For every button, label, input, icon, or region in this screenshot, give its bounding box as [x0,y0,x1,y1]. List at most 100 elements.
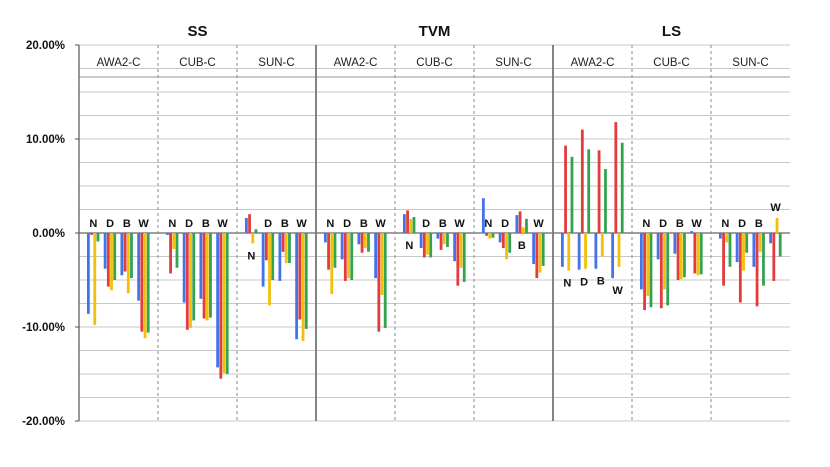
bar-variant-label: N [168,218,176,230]
bar [604,169,607,233]
bar [248,214,251,233]
bar [281,233,285,252]
bar [693,233,697,274]
bar [209,233,212,318]
bar [377,233,381,332]
bar [485,233,488,236]
bar-variant-label: N [721,218,729,230]
y-axis: 20.00% 10.00% 0.00% -10.00% -20.00% [22,40,80,428]
bar [755,233,759,307]
bar [643,233,646,311]
bar [383,233,387,328]
bar [93,233,97,326]
bar [462,233,466,282]
category-label: AWA2-C [334,57,378,69]
bar [120,233,124,276]
bar [597,150,601,233]
bar [261,233,265,287]
group-title: LS [662,23,681,40]
bar [728,233,732,267]
group-title: SS [187,23,207,40]
bar [110,233,113,291]
bar [363,233,367,249]
bar-variant-label: W [533,218,544,230]
category-label: AWA2-C [97,57,141,69]
bar [762,233,765,286]
bar-variant-label: W [691,218,702,230]
bar [254,229,258,233]
bars-layer [86,122,782,379]
bar-variant-label: D [422,218,430,230]
bar-variant-label: N [405,240,413,252]
bar [488,233,492,239]
bar [564,145,567,233]
bar-variant-label: D [580,277,588,289]
bar-variant-label: B [755,218,763,230]
bar [742,233,745,271]
bar [146,233,150,333]
bar [165,233,169,235]
bar [295,233,299,340]
bar-variant-label: D [738,218,746,230]
grid-layer [79,44,790,422]
bar [752,233,756,267]
bar [360,233,364,253]
bar [406,210,409,233]
bar-variant-label: B [518,240,526,252]
bar-variant-label: N [326,218,334,230]
bar [567,233,571,271]
bar [666,233,670,306]
y-tick-label: 10.00% [26,134,65,146]
bar [690,231,694,233]
bar [412,217,416,233]
bar [459,233,463,268]
bar-variant-label: D [106,218,114,230]
bar [330,233,334,295]
bar-variant-label: D [185,218,193,230]
bar [169,233,172,274]
bar [659,233,663,309]
y-tick-label: -10.00% [22,322,65,334]
bar [357,233,361,245]
bar [175,233,179,268]
bar [718,233,722,239]
bar [521,227,525,233]
bar [481,198,485,233]
bar [333,233,337,268]
bar-variant-label: D [659,218,667,230]
bar [683,233,686,278]
bar [570,156,574,233]
bar [96,233,100,242]
bar [323,233,327,243]
bar-variant-label: W [138,218,149,230]
bar-variant-label: B [123,218,131,230]
bar [278,233,282,281]
category-label: CUB-C [416,57,452,69]
bar [422,233,426,258]
bar-variant-label: D [264,218,272,230]
bar [535,233,539,279]
bar [182,233,186,303]
bar [439,233,443,250]
bar [518,211,522,233]
bar [143,233,147,339]
bar [498,233,502,243]
bar [587,149,591,233]
bar-variant-label: W [217,218,228,230]
bar [189,233,192,328]
bar [725,233,729,243]
bar [515,215,519,233]
bar [426,233,429,255]
bar-variant-label: B [676,218,684,230]
bar [106,233,110,287]
bar [347,233,350,279]
category-label: AWA2-C [571,57,615,69]
y-tick-label: 20.00% [26,40,65,52]
bar [735,233,739,263]
bar [304,233,308,329]
bar [646,233,650,296]
bar-variant-label: B [439,218,447,230]
bar [769,233,773,244]
